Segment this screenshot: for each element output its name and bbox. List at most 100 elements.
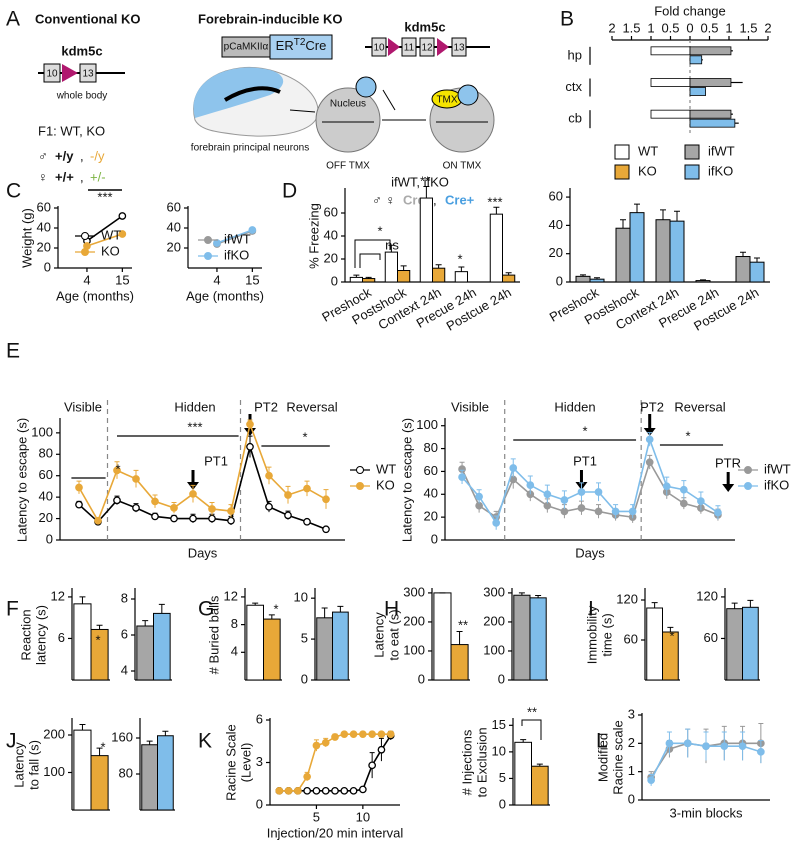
data-point — [113, 496, 121, 505]
y-tick-label: 40 — [37, 219, 51, 234]
data-point — [679, 485, 688, 494]
x-tick-label: 1 — [647, 20, 654, 35]
data-point — [340, 786, 349, 795]
annotation: *** — [487, 194, 502, 209]
y-axis-title: Reaction — [18, 609, 33, 660]
data-point — [322, 525, 330, 534]
cre-pos: Cre+ — [445, 192, 475, 207]
legend-label: KO — [638, 163, 657, 178]
bar — [742, 606, 759, 681]
error-bar — [252, 602, 259, 606]
panel-a-conventional: Conventional KO kdm5c 10 13 whole body F… — [35, 11, 140, 184]
gene-name: kdm5c — [404, 19, 445, 34]
annotation: ** — [527, 704, 537, 719]
annotation: * — [100, 739, 105, 754]
x-tick-label: 2 — [764, 20, 771, 35]
x-tick-label: 0 — [686, 20, 693, 35]
exon-label: 12 — [421, 43, 433, 54]
y-tick-label: 0 — [256, 796, 263, 811]
error-bar — [146, 740, 153, 745]
annotation: ** — [420, 173, 430, 188]
data-point — [284, 511, 292, 520]
data-point — [543, 490, 552, 499]
x-tick-label: 1.5 — [739, 20, 757, 35]
error-bar — [594, 277, 600, 280]
y-tick-label: 60 — [324, 204, 338, 219]
y-axis-title: Racine scale — [610, 720, 625, 794]
panel-letter: E — [6, 340, 20, 363]
data-point — [475, 501, 483, 510]
data-point — [303, 517, 311, 526]
bar — [246, 604, 265, 681]
y-axis-title: # Injections — [459, 729, 474, 795]
data-point — [331, 786, 339, 795]
y-tick-label: 120 — [696, 588, 718, 603]
annotation: *** — [97, 189, 112, 204]
panel-letter: H — [384, 598, 399, 621]
panel-letter: F — [6, 598, 19, 621]
bar — [689, 109, 732, 119]
data-point — [189, 490, 197, 498]
y-tick-label: 40 — [549, 217, 563, 232]
legend-label: WT — [638, 143, 658, 158]
y-tick-label: 4 — [231, 644, 238, 659]
data-point — [75, 500, 83, 509]
annotation: ns — [385, 237, 399, 252]
annotation: Hidden — [554, 399, 595, 414]
genotype: +/+ — [55, 169, 74, 184]
cre-box — [269, 34, 333, 60]
data-point — [151, 497, 159, 506]
bar — [263, 618, 281, 681]
x-tick-label: 4 — [213, 272, 220, 287]
y-axis-title: Latency — [11, 742, 26, 788]
annotation: Visible — [451, 399, 489, 414]
error-bar — [505, 272, 512, 276]
bar — [454, 271, 468, 283]
data-point — [246, 442, 254, 451]
exon-label: 10 — [46, 69, 58, 80]
error-bar — [518, 592, 525, 596]
data-point — [628, 507, 637, 516]
annotation: PT2 — [640, 399, 664, 414]
genotype: +/y — [55, 148, 74, 163]
off-label: OFF TMX — [326, 161, 370, 172]
y-axis-title: latency (s) — [33, 605, 48, 665]
error-bar — [493, 206, 500, 215]
promoter: pCaMKIIα — [224, 42, 269, 53]
y-axis-title: Latency — [371, 612, 386, 658]
bar — [90, 755, 109, 811]
y-tick-label: 200 — [403, 613, 425, 628]
panel-letter: B — [560, 8, 574, 31]
x-tick-label: 15 — [115, 272, 129, 287]
y-axis-title: Immobility — [584, 605, 599, 664]
y-axis-title: # Buried balls — [206, 595, 221, 674]
bar — [489, 213, 503, 283]
y-tick-label: 0 — [44, 259, 51, 274]
data-point — [560, 496, 569, 504]
bar — [726, 608, 743, 681]
legend-marker — [204, 252, 212, 260]
data-point — [647, 776, 655, 785]
y-tick-label: 12 — [224, 588, 238, 603]
data-point — [322, 495, 330, 504]
exon — [451, 37, 467, 57]
y-tick-label: 6 — [58, 630, 65, 645]
tmx: TMX — [436, 95, 457, 106]
data-point — [265, 502, 273, 511]
y-tick-label: 4 — [121, 662, 128, 677]
loxp — [388, 38, 400, 56]
y-tick-label: 0 — [418, 671, 425, 686]
data-point — [492, 519, 501, 527]
data-point — [189, 514, 197, 523]
bar — [316, 617, 333, 681]
data-point — [757, 747, 765, 756]
comma: , — [80, 148, 84, 163]
y-tick-label: 1 — [628, 763, 635, 778]
annotation: Reversal — [674, 399, 725, 414]
y-tick-label: 60 — [549, 189, 563, 204]
data-point — [321, 786, 330, 795]
data-point — [303, 484, 311, 493]
comma: , — [433, 192, 437, 207]
data-point — [714, 508, 722, 517]
sexes: ♂ ♀ — [372, 192, 395, 207]
